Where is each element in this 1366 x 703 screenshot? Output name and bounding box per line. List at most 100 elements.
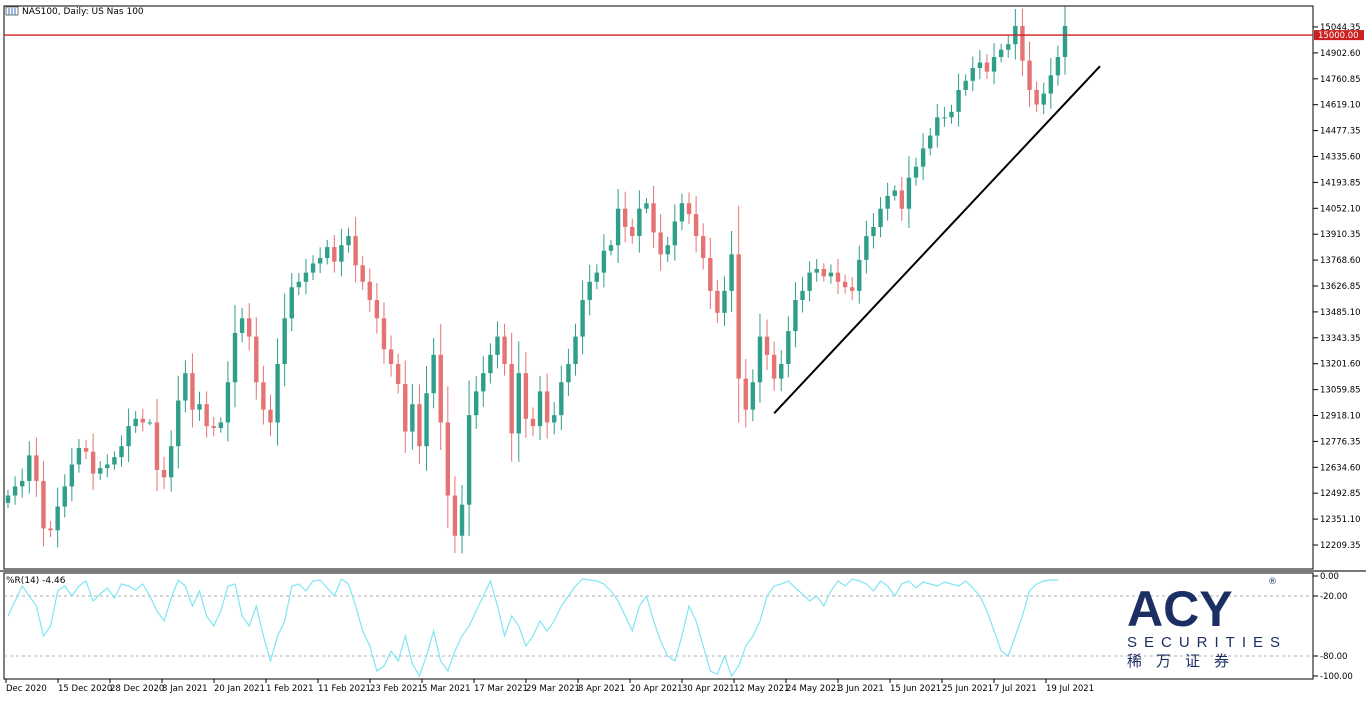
- candle-body: [76, 448, 82, 465]
- candle-body: [552, 415, 557, 423]
- candle-body: [395, 363, 401, 385]
- candle-body: [254, 336, 259, 383]
- candle-body: [757, 336, 763, 383]
- candle-body: [112, 457, 117, 465]
- candle-body: [885, 195, 890, 209]
- candle-body: [828, 272, 834, 277]
- support-trendline[interactable]: [773, 65, 1101, 415]
- candle-body: [630, 226, 635, 237]
- price-tick-label: 13768.60: [1320, 256, 1361, 266]
- candle-body: [764, 336, 770, 355]
- candle-body: [246, 318, 252, 337]
- candle-body: [679, 203, 685, 222]
- logo-chinese: 稀万证券: [1127, 652, 1243, 670]
- price-tick-label: 14052.10: [1320, 204, 1361, 214]
- candle-body: [1048, 75, 1054, 94]
- candle-body: [658, 232, 663, 255]
- candle-body: [19, 480, 25, 487]
- candle-body: [83, 448, 89, 452]
- time-tick-label: 20 Jan 2021: [214, 684, 265, 694]
- candle-body: [55, 506, 60, 531]
- candle-body: [977, 62, 983, 68]
- wr-tick-label: -100.00: [1320, 672, 1353, 682]
- time-tick-label: 29 Mar 2021: [526, 684, 580, 694]
- candle-body: [424, 393, 429, 447]
- candle-body: [984, 62, 990, 72]
- candle-body: [516, 373, 521, 434]
- candle-body: [62, 486, 67, 507]
- price-tick-label: 14335.60: [1320, 153, 1361, 163]
- candle-body: [176, 400, 181, 447]
- time-tick-label: 30 Apr 2021: [682, 684, 735, 694]
- candle-body: [849, 287, 855, 291]
- candle-body: [672, 221, 678, 246]
- candle-body: [878, 208, 883, 227]
- candle-body: [27, 455, 32, 481]
- candle-body: [729, 254, 734, 291]
- candle-body: [722, 290, 727, 313]
- candle-body: [963, 80, 968, 90]
- candle-body: [367, 281, 372, 301]
- candle-body: [1006, 44, 1011, 50]
- time-tick-label: 15 Dec 2020: [58, 684, 112, 694]
- candle-body: [197, 404, 202, 410]
- price-axis: 15044.35 14902.60 14760.85 14619.10 14477.35…: [1313, 23, 1361, 551]
- candle-body: [615, 208, 621, 246]
- price-tick-label: 13343.35: [1320, 334, 1361, 344]
- time-tick-label: 28 Dec 2020: [110, 684, 164, 694]
- wr-line-group: [4, 578, 1313, 678]
- time-tick-label: 3 Jun 2021: [838, 684, 884, 694]
- candle-body: [644, 203, 649, 209]
- candle-body: [892, 190, 897, 196]
- candle-body: [438, 354, 443, 423]
- candle-body: [786, 331, 791, 364]
- candle-body: [622, 208, 628, 227]
- candle-body: [183, 373, 188, 401]
- candle-body: [814, 268, 819, 273]
- time-tick-label: Dec 2020: [6, 684, 47, 694]
- candle-body: [537, 391, 543, 427]
- wr-line: [7, 578, 1058, 678]
- candle-body: [296, 281, 302, 288]
- candle-body: [410, 404, 415, 432]
- candle-body: [126, 426, 131, 447]
- candle-body: [69, 464, 75, 487]
- candle-body: [771, 354, 777, 379]
- candle-body: [289, 287, 294, 319]
- candle-body: [793, 300, 798, 332]
- candle-body: [452, 495, 458, 536]
- candle-body: [211, 426, 216, 428]
- candle-body: [1055, 57, 1061, 76]
- candle-body: [807, 272, 812, 291]
- candle-body: [509, 363, 514, 434]
- candle-body: [12, 486, 18, 496]
- candle-body: [431, 354, 436, 394]
- price-tick-label: 15044.35: [1320, 23, 1361, 33]
- time-tick-label: 1 Feb 2021: [266, 684, 314, 694]
- candle-body: [325, 247, 330, 259]
- candle-body: [239, 318, 245, 333]
- time-tick-label: 11 Feb 2021: [318, 684, 371, 694]
- candle-body: [1027, 60, 1032, 90]
- candle-body: [1041, 93, 1046, 105]
- candle-body: [743, 378, 748, 410]
- candle-body: [651, 203, 656, 233]
- candle-body: [140, 418, 145, 423]
- candle-body: [275, 363, 280, 423]
- candle-body: [388, 349, 394, 364]
- candle-body: [339, 245, 344, 262]
- price-tick-label: 12918.10: [1320, 412, 1361, 422]
- time-tick-label: 5 Mar 2021: [422, 684, 470, 694]
- wr-indicator-label: %R(14) -4.46: [6, 576, 66, 586]
- price-tick-label: 12209.35: [1320, 541, 1361, 551]
- candle-body: [502, 336, 507, 364]
- candle-body: [779, 363, 784, 379]
- wr-axis: 0.00 -20.00 -80.00 -100.00: [1313, 572, 1353, 682]
- candle-body: [218, 422, 224, 428]
- candle-body: [566, 363, 571, 383]
- candle-body: [715, 290, 720, 313]
- candle-body: [899, 190, 905, 209]
- candle-body: [935, 117, 940, 136]
